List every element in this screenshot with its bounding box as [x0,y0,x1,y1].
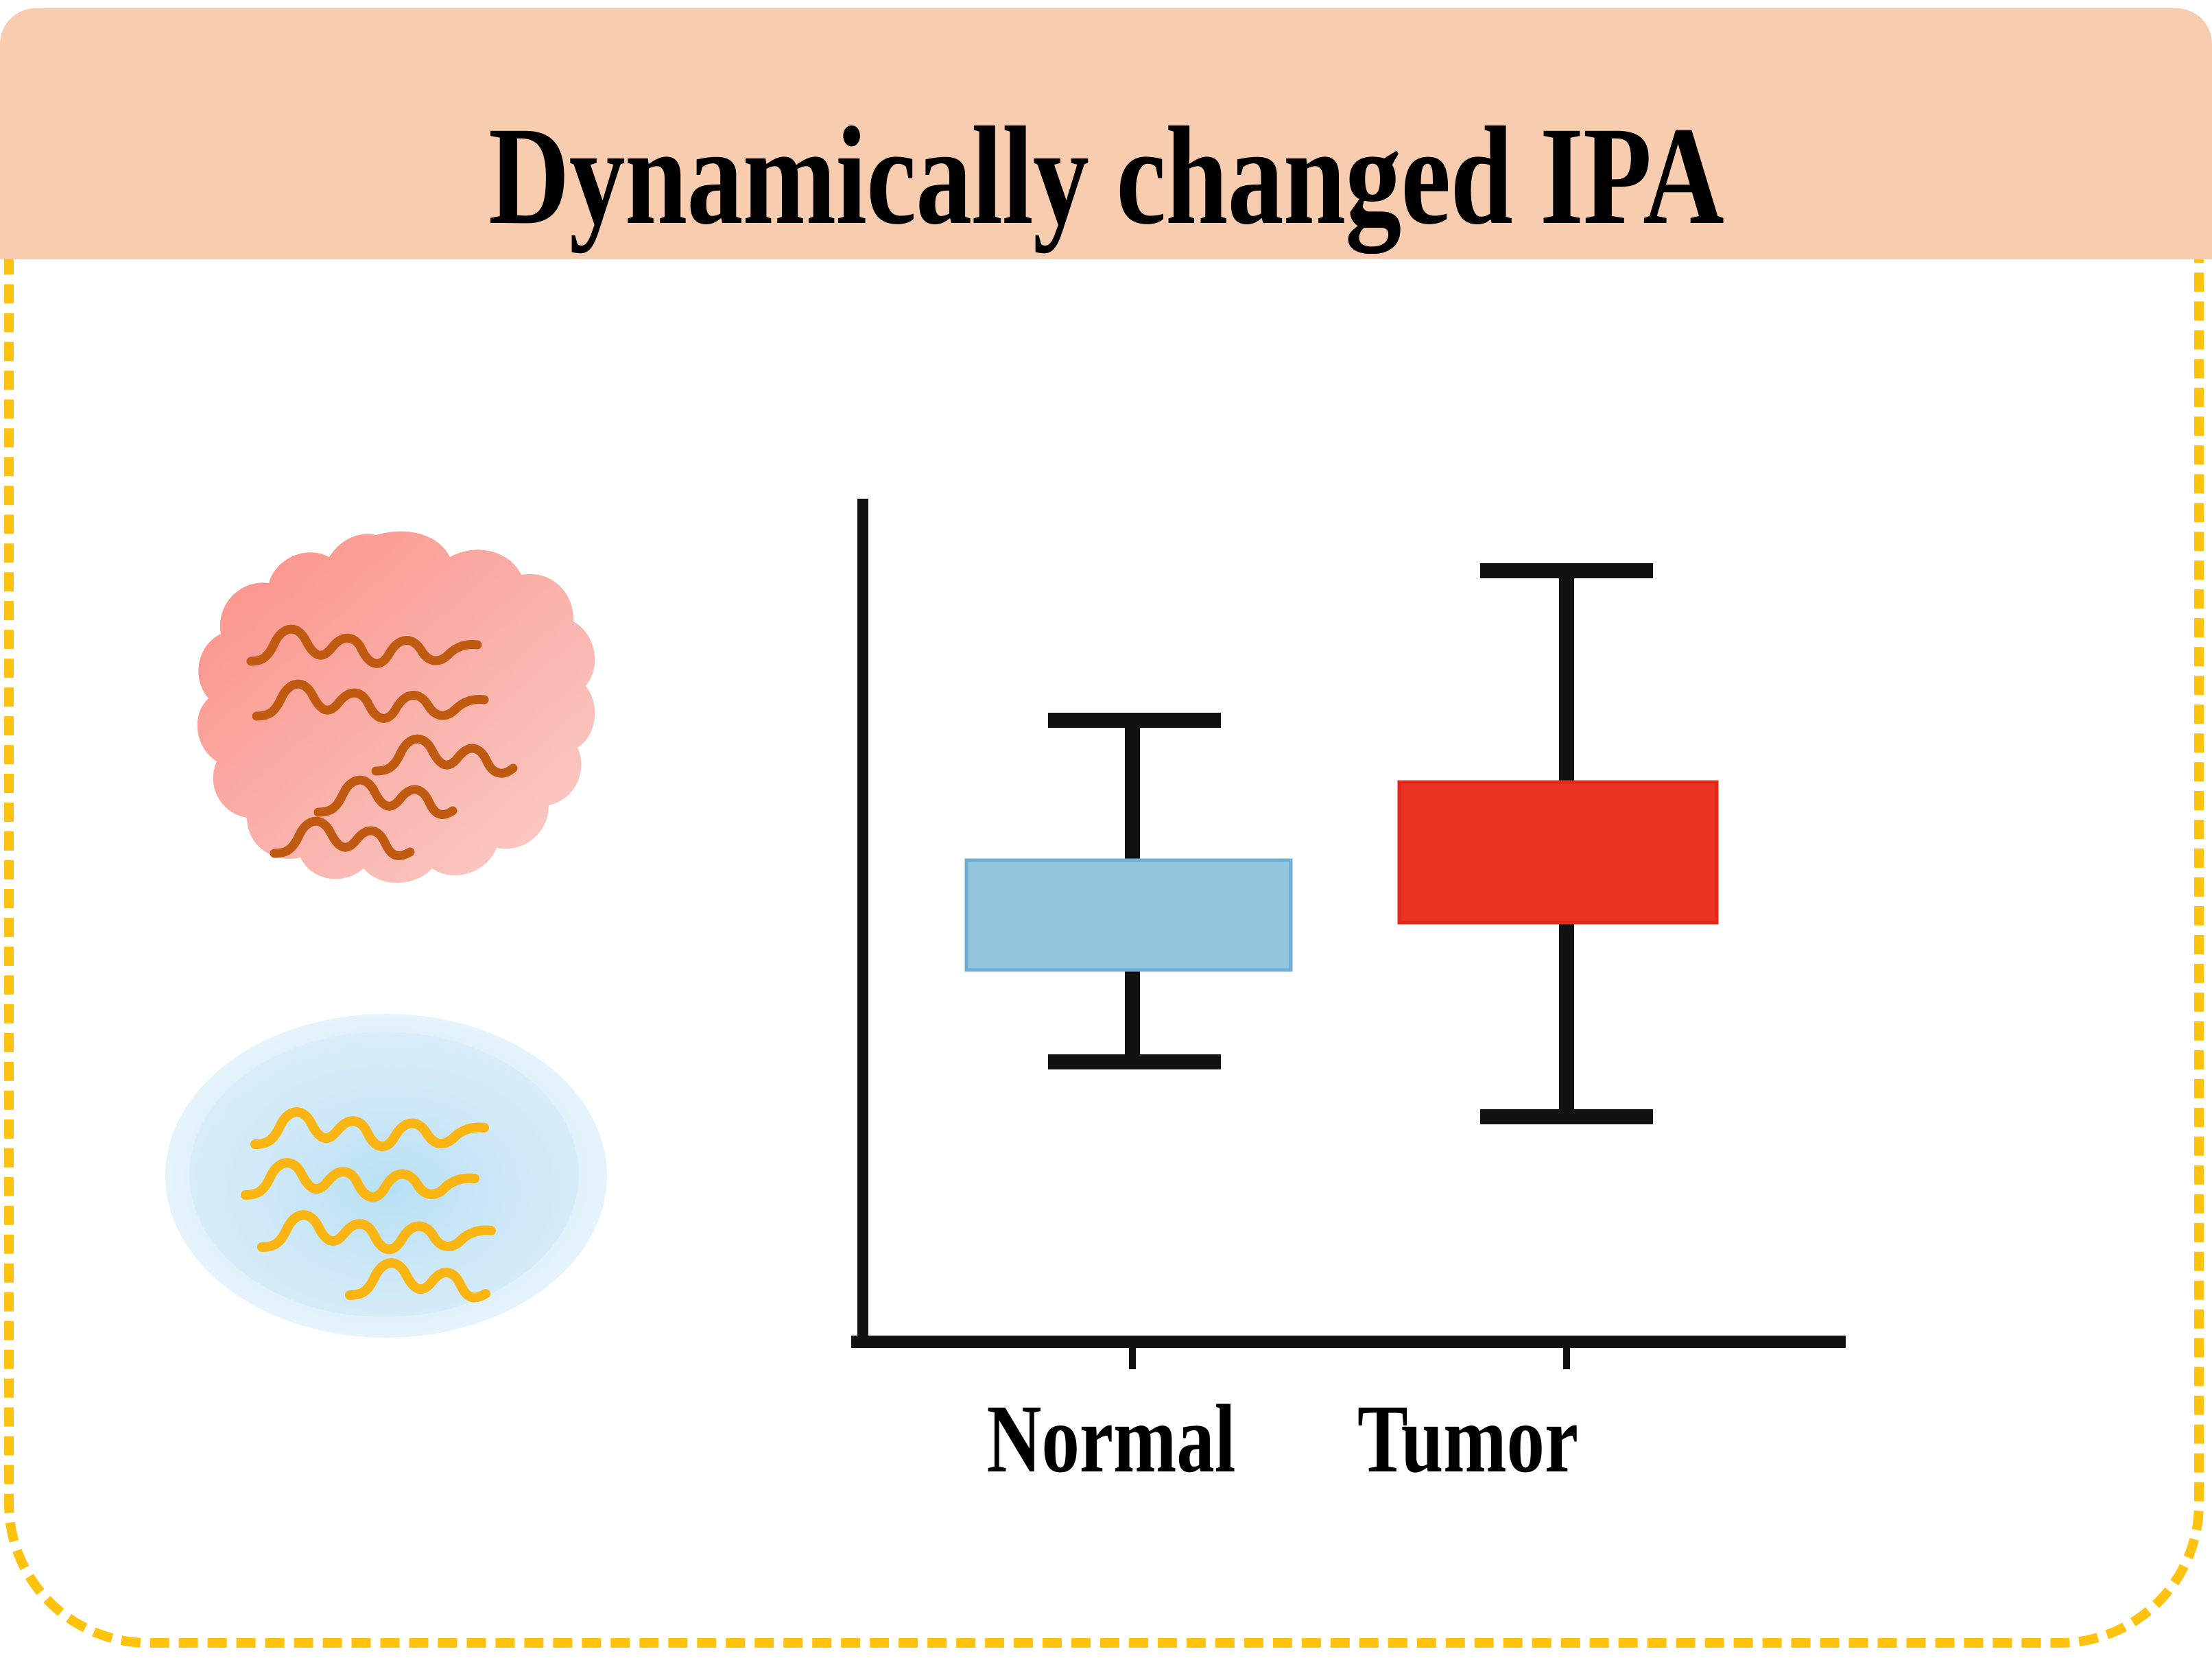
box-rect-tumor [1397,780,1719,925]
page-title: Dynamically changed IPA [488,98,1724,254]
x-axis-label-normal: Normal [986,1384,1236,1493]
box-tumor [1397,563,1719,1124]
tumor-squiggles [246,624,518,861]
normal-tissue-illustration [165,1014,607,1338]
normal-blob-shape [165,1014,607,1338]
box-normal [964,713,1293,1069]
x-axis-label-tumor: Tumor [1357,1384,1579,1493]
normal-squiggles [241,1107,496,1303]
tumor-tissue-illustration [197,531,595,883]
box-rect-normal [964,858,1293,972]
header-band: Dynamically changed IPA [0,8,2212,259]
